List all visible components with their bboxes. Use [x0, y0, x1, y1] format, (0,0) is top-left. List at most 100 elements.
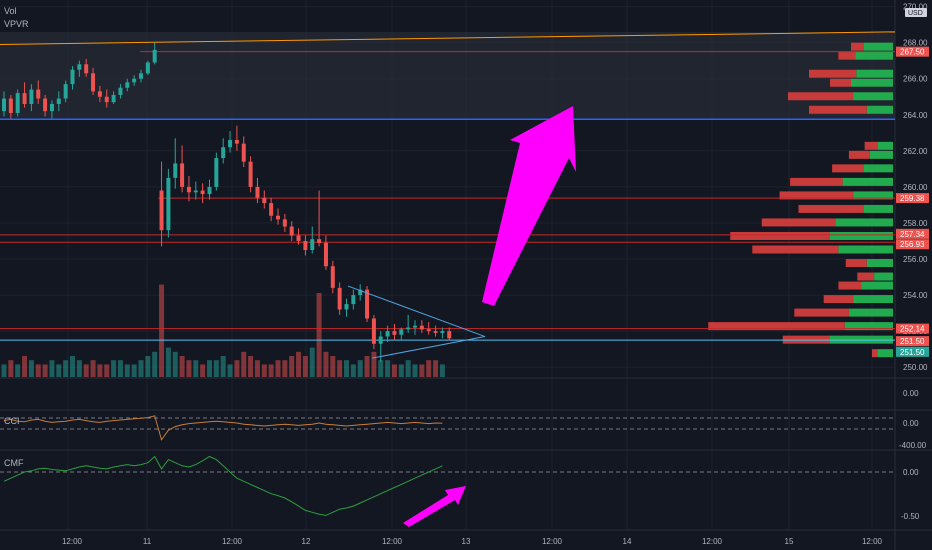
- candle-body: [97, 91, 102, 97]
- cci-line: [3, 415, 443, 441]
- volume-bar: [138, 360, 144, 377]
- vpvr-up-bar: [835, 218, 893, 227]
- vpvr-up-bar: [863, 204, 893, 213]
- vpvr-up-bar: [869, 150, 893, 159]
- volume-bars: [1, 284, 445, 377]
- candle-body: [262, 197, 267, 204]
- volume-bar: [337, 360, 343, 377]
- volume-bar: [193, 360, 199, 377]
- candle-body: [152, 49, 157, 63]
- volume-bar: [426, 360, 432, 377]
- candle-body: [214, 158, 219, 187]
- cci-tick: 0.00: [903, 419, 919, 428]
- vpvr-up-bar: [855, 51, 893, 60]
- candle-body: [358, 289, 363, 296]
- volume-bar: [124, 364, 130, 377]
- time-tick: 12: [302, 537, 311, 546]
- volume-bar: [70, 356, 75, 377]
- candle-body: [317, 239, 322, 243]
- candle-body: [118, 87, 123, 95]
- annotation-arrows[interactable]: [403, 106, 576, 527]
- cci-label[interactable]: CCI: [4, 416, 20, 426]
- vpvr-up-bar: [863, 42, 893, 51]
- volume-bar: [104, 364, 110, 377]
- candle-body: [337, 287, 342, 310]
- vpvr-down-bar: [864, 141, 878, 150]
- candle-body: [303, 240, 308, 250]
- vpvr-up-bar: [848, 308, 893, 317]
- time-axis[interactable]: 12:00 11 12:00 12 12:00 13 12:00 14 12:00 15 12:00: [62, 537, 883, 546]
- candle-body: [413, 325, 417, 328]
- volume-bar: [1, 364, 7, 377]
- candle-body: [125, 82, 130, 88]
- candle-body: [186, 186, 191, 193]
- time-tick: 12:00: [382, 537, 403, 546]
- price-axis[interactable]: 270.00 268.00 266.00 264.00 262.00 260.00 258.…: [896, 3, 929, 521]
- vol-label[interactable]: Vol: [4, 6, 17, 16]
- candle-body: [159, 190, 164, 231]
- range-rect: [0, 31, 895, 120]
- volume-bar: [165, 347, 171, 377]
- drawings[interactable]: [347, 285, 486, 359]
- time-tick: 12:00: [62, 537, 83, 546]
- volume-bar: [15, 364, 21, 377]
- vpvr-label[interactable]: VPVR: [4, 19, 29, 29]
- vpvr-down-bar: [809, 105, 867, 114]
- volume-bar: [179, 356, 185, 377]
- volume-bar: [309, 347, 315, 377]
- vpvr-up-bar: [877, 349, 893, 358]
- cci-pane: [0, 415, 895, 441]
- volume-bar: [49, 360, 55, 377]
- volume-bar: [330, 356, 336, 377]
- volume-bar: [261, 364, 267, 377]
- candlesticks[interactable]: [2, 42, 452, 362]
- candle-body: [139, 73, 143, 79]
- candle-body: [8, 98, 13, 113]
- volume-bar: [200, 364, 206, 377]
- candle-body: [173, 163, 178, 178]
- candle-body: [22, 93, 27, 104]
- time-tick: 12:00: [542, 537, 563, 546]
- vpvr-down-bar: [794, 308, 849, 317]
- volume-bar: [8, 360, 14, 377]
- candle-body: [132, 78, 137, 83]
- price-tag: [896, 193, 929, 204]
- time-tick: 12:00: [702, 537, 723, 546]
- vpvr-down-bar: [848, 150, 870, 159]
- candle-body: [255, 186, 260, 198]
- triangle-lower: [371, 336, 486, 359]
- candle-body: [276, 215, 280, 220]
- cmf-label[interactable]: CMF: [4, 458, 24, 468]
- candle-body: [399, 329, 404, 335]
- candle-body: [440, 331, 445, 333]
- volume-zero-tick: 0.00: [903, 389, 919, 398]
- triangle-upper: [347, 285, 486, 338]
- time-tick: 14: [623, 537, 632, 546]
- vpvr-down-bar: [851, 42, 864, 51]
- volume-bar: [145, 356, 151, 377]
- currency-badge: [905, 8, 927, 17]
- volume-bar: [152, 351, 158, 377]
- vpvr-up-bar: [838, 245, 893, 254]
- vpvr-down-bar: [788, 92, 854, 101]
- time-tick: 11: [143, 537, 152, 546]
- price-tag: [896, 323, 929, 334]
- volume-bar: [172, 351, 178, 377]
- candle-body: [111, 94, 116, 103]
- candle-body: [406, 327, 411, 330]
- volume-bar: [111, 360, 117, 377]
- price-tick: 268.00: [903, 39, 928, 48]
- volume-bar: [28, 360, 34, 377]
- candle-body: [36, 89, 41, 99]
- price-tag-label: 251.50: [900, 337, 925, 346]
- horizontal-levels[interactable]: [0, 31, 896, 341]
- volume-bar: [419, 364, 425, 377]
- volume-bar: [391, 364, 397, 377]
- candle-body: [419, 325, 424, 330]
- price-tag-label: 259.38: [900, 194, 925, 203]
- candle-body: [91, 73, 96, 92]
- volume-bar: [186, 360, 192, 377]
- candle-body: [49, 103, 54, 112]
- candle-body: [289, 226, 294, 236]
